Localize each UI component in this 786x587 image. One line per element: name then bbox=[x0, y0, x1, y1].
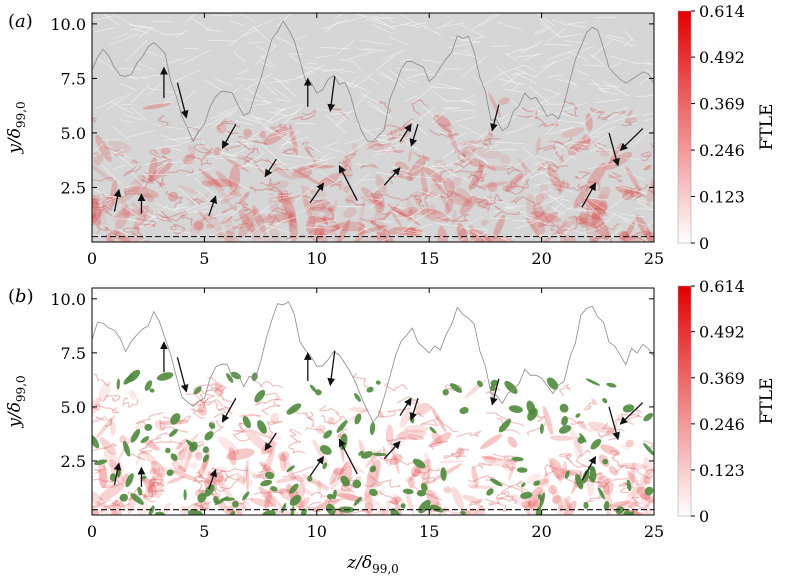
velocity-arrow bbox=[309, 455, 325, 477]
panel-a: 0 5 10 15 20 252.55.07.510.0(a)y/δ99,000.1230… bbox=[5, 2, 777, 268]
velocity-arrow bbox=[176, 357, 189, 393]
velocity-arrow bbox=[619, 128, 644, 151]
x-tick-label: 15 bbox=[419, 522, 439, 541]
colorbar-gradient bbox=[677, 10, 692, 244]
colorbar: 0 0.123 0.246 0.369 0.492 0.614 FTLE bbox=[677, 277, 777, 526]
velocity-arrow bbox=[619, 402, 644, 425]
colorbar-tick-label: 0.492 bbox=[699, 323, 745, 342]
colorbar-tick-label: 0.123 bbox=[699, 461, 745, 480]
y-tick-label: 7.5 bbox=[61, 69, 86, 88]
colorbar: 0 0.123 0.246 0.369 0.492 0.614 FTLE bbox=[677, 2, 777, 253]
velocity-arrow bbox=[409, 398, 419, 421]
colorbar-tick-label: 0.246 bbox=[699, 415, 745, 434]
colorbar-label: FTLE bbox=[757, 378, 777, 425]
velocity-arrow bbox=[221, 123, 237, 149]
velocity-arrow bbox=[383, 167, 401, 186]
y-tick-label: 10.0 bbox=[50, 15, 86, 34]
colorbar-tick-label: 0.123 bbox=[699, 188, 745, 207]
y-tick-label: 7.5 bbox=[61, 344, 86, 363]
x-tick-label: 25 bbox=[644, 249, 664, 268]
streamlines bbox=[92, 13, 654, 242]
y-tick-label: 5.0 bbox=[61, 398, 86, 417]
panel-label: (a) bbox=[8, 11, 33, 32]
plot-frame bbox=[91, 287, 655, 516]
colorbar-tick-label: 0.614 bbox=[699, 2, 745, 21]
y-axis-label: y/δ99,0 bbox=[5, 375, 28, 428]
colorbar-tick-label: 0.369 bbox=[699, 369, 745, 388]
velocity-arrow bbox=[608, 406, 620, 441]
velocity-arrow bbox=[399, 123, 412, 143]
velocity-arrow bbox=[338, 164, 358, 201]
y-axis-label: y/δ99,0 bbox=[5, 101, 28, 154]
contour-lines bbox=[92, 20, 654, 143]
velocity-arrow bbox=[208, 195, 218, 217]
y-tick-label: 2.5 bbox=[61, 452, 86, 471]
colorbar-tick-label: 0.492 bbox=[699, 48, 745, 67]
colorbar-tick-label: 0.369 bbox=[699, 95, 745, 114]
ftle-field bbox=[92, 13, 654, 242]
velocity-arrow bbox=[327, 76, 336, 112]
velocity-arrow bbox=[581, 182, 597, 208]
velocity-arrow bbox=[309, 182, 325, 204]
velocity-arrow bbox=[581, 455, 597, 481]
x-tick-label: 15 bbox=[419, 249, 439, 268]
velocity-arrow bbox=[113, 462, 122, 485]
velocity-arrow bbox=[490, 378, 500, 406]
x-axis-label: z/δ99,0 bbox=[346, 553, 399, 576]
velocity-arrow bbox=[409, 124, 419, 147]
plot-frame bbox=[91, 12, 655, 243]
x-tick-label: 25 bbox=[644, 522, 664, 541]
velocity-arrow bbox=[327, 350, 336, 387]
x-tick-label: 10 bbox=[307, 522, 327, 541]
colorbar-tick-label: 0 bbox=[699, 507, 709, 526]
panel-b: 0 5 10 15 20 25 2.5 5.0 7.5 10.0 (b) y/δ99,0 z/δ99,0… bbox=[5, 277, 777, 576]
x-tick-label: 20 bbox=[531, 249, 551, 268]
colorbar-tick-label: 0.614 bbox=[699, 277, 745, 296]
x-tick-label: 5 bbox=[199, 522, 209, 541]
colorbar-gradient bbox=[677, 285, 692, 517]
velocity-arrow bbox=[264, 432, 277, 451]
velocity-arrow bbox=[221, 397, 237, 423]
y-tick-label: 2.5 bbox=[61, 178, 86, 197]
velocity-arrow bbox=[264, 158, 277, 178]
x-tick-label: 20 bbox=[531, 522, 551, 541]
velocity-arrow bbox=[399, 397, 412, 416]
velocity-arrows bbox=[113, 66, 644, 217]
x-tick-label: 10 bbox=[307, 249, 327, 268]
x-tick-label: 0 bbox=[87, 522, 97, 541]
velocity-arrow bbox=[338, 438, 358, 475]
velocity-arrow bbox=[113, 188, 122, 212]
colorbar-tick-label: 0 bbox=[699, 234, 709, 253]
velocity-arrow bbox=[208, 468, 218, 490]
y-tick-label: 10.0 bbox=[50, 290, 86, 309]
velocity-arrows bbox=[113, 341, 644, 490]
contour-lines bbox=[92, 301, 654, 423]
velocity-arrow bbox=[176, 82, 189, 119]
x-tick-label: 0 bbox=[87, 249, 97, 268]
velocity-arrow bbox=[608, 132, 620, 167]
x-tick-label: 5 bbox=[199, 249, 209, 268]
y-tick-label: 5.0 bbox=[61, 124, 86, 143]
colorbar-label: FTLE bbox=[757, 104, 777, 151]
colorbar-tick-label: 0.246 bbox=[699, 141, 745, 160]
velocity-arrow bbox=[383, 440, 401, 460]
velocity-arrow bbox=[490, 104, 500, 132]
ftle-field bbox=[92, 288, 654, 515]
panel-label: (b) bbox=[8, 286, 34, 307]
